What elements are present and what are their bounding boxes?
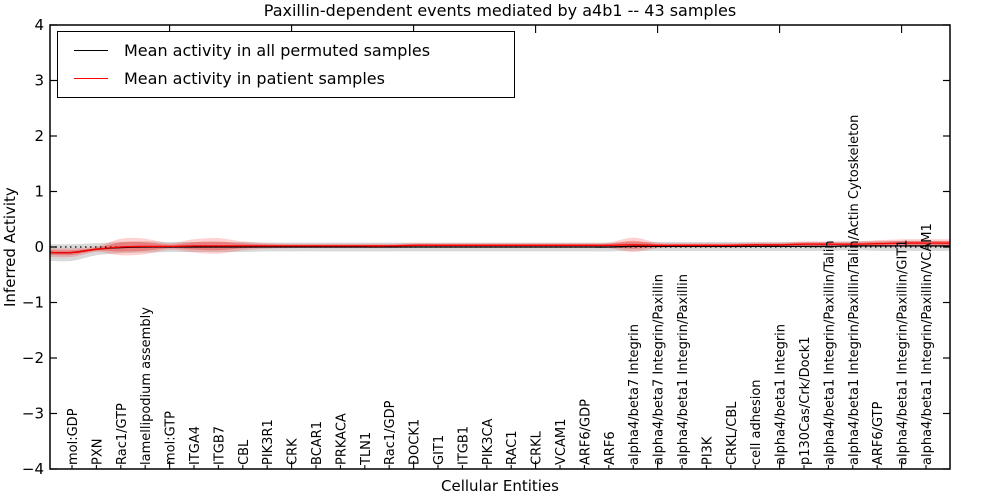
x-tick-label: GIT1 (432, 435, 447, 465)
x-tick-label: alpha4/beta1 Integrin/Paxillin/VCAM1 (920, 223, 935, 465)
x-tick-label: ITGA4 (188, 426, 203, 465)
x-tick-label: CRK (286, 438, 301, 465)
legend-item-patient: Mean activity in patient samples (74, 69, 514, 88)
x-tick-label: alpha4/beta1 Integrin/Paxillin (676, 274, 691, 465)
y-axis-title: Inferred Activity (1, 187, 19, 307)
x-tick-label: alpha4/beta7 Integrin/Paxillin (652, 274, 667, 465)
y-tick-label: 2 (34, 127, 44, 145)
legend-item-permuted: Mean activity in all permuted samples (74, 41, 514, 60)
x-tick-label: BCAR1 (310, 421, 325, 465)
x-tick-label: Rac1/GTP (115, 403, 130, 465)
x-tick-label: PIK3R1 (261, 419, 276, 465)
x-tick-label: alpha4/beta1 Integrin/Paxillin/GIT1 (896, 239, 911, 465)
patient-line-swatch (74, 78, 108, 79)
x-tick-label: ARF6 (603, 431, 618, 465)
legend-label-patient: Mean activity in patient samples (124, 69, 385, 88)
y-tick-label: 0 (34, 238, 44, 256)
x-tick-label: p130Cas/Crk/Dock1 (798, 336, 813, 465)
x-tick-label: alpha4/beta1 Integrin/Paxillin/Talin/Act… (847, 115, 862, 465)
x-tick-label: alpha4/beta7 Integrin (627, 324, 642, 465)
x-tick-label: ITGB7 (212, 426, 227, 465)
Mean-activity-in-patient-samples-band (50, 240, 950, 256)
x-tick-label: mol:GDP (66, 408, 81, 465)
y-tick-label: −1 (22, 294, 44, 312)
y-tick-label: 1 (34, 183, 44, 201)
x-tick-label: mol:GTP (164, 411, 179, 465)
x-tick-label: DOCK1 (408, 419, 423, 465)
y-tick-label: −2 (22, 349, 44, 367)
x-tick-label: RAC1 (505, 430, 520, 465)
legend: Mean activity in all permuted samples Me… (57, 31, 515, 98)
x-tick-label: ARF6/GTP (871, 401, 886, 465)
x-axis-title: Cellular Entities (441, 477, 559, 495)
y-tick-label: 4 (34, 16, 44, 34)
x-tick-label: CRKL (530, 430, 545, 465)
series-line-0 (49, 245, 950, 254)
x-tick-label: alpha4/beta1 Integrin (774, 324, 789, 465)
x-tick-label: lamellipodium assembly (139, 307, 154, 465)
x-tick-label: alpha4/beta1 Integrin/Paxillin/Talin (822, 240, 837, 465)
y-tick-label: −3 (22, 405, 44, 423)
permuted-line-swatch (74, 50, 108, 51)
y-tick-label: 3 (34, 72, 44, 90)
x-tick-label: CBL (237, 439, 252, 465)
x-tick-label: cell adhesion (749, 379, 764, 465)
x-tick-label: CRKL/CBL (725, 401, 740, 465)
chart-title: Paxillin-dependent events mediated by a4… (263, 1, 737, 20)
legend-label-permuted: Mean activity in all permuted samples (124, 41, 431, 60)
x-tick-label: PIK3CA (481, 418, 496, 465)
y-tick-label: −4 (22, 460, 44, 478)
x-tick-label: VCAM1 (554, 419, 569, 465)
x-tick-label: ARF6/GDP (578, 399, 593, 465)
x-tick-label: TLN1 (359, 432, 374, 466)
x-tick-label: ITGB1 (456, 426, 471, 465)
x-tick-label: PXN (90, 439, 105, 465)
x-tick-label: Rac1/GDP (383, 400, 398, 465)
x-tick-label: PI3K (700, 436, 715, 465)
series-line-1 (49, 242, 950, 254)
x-tick-label: PRKACA (334, 413, 349, 465)
